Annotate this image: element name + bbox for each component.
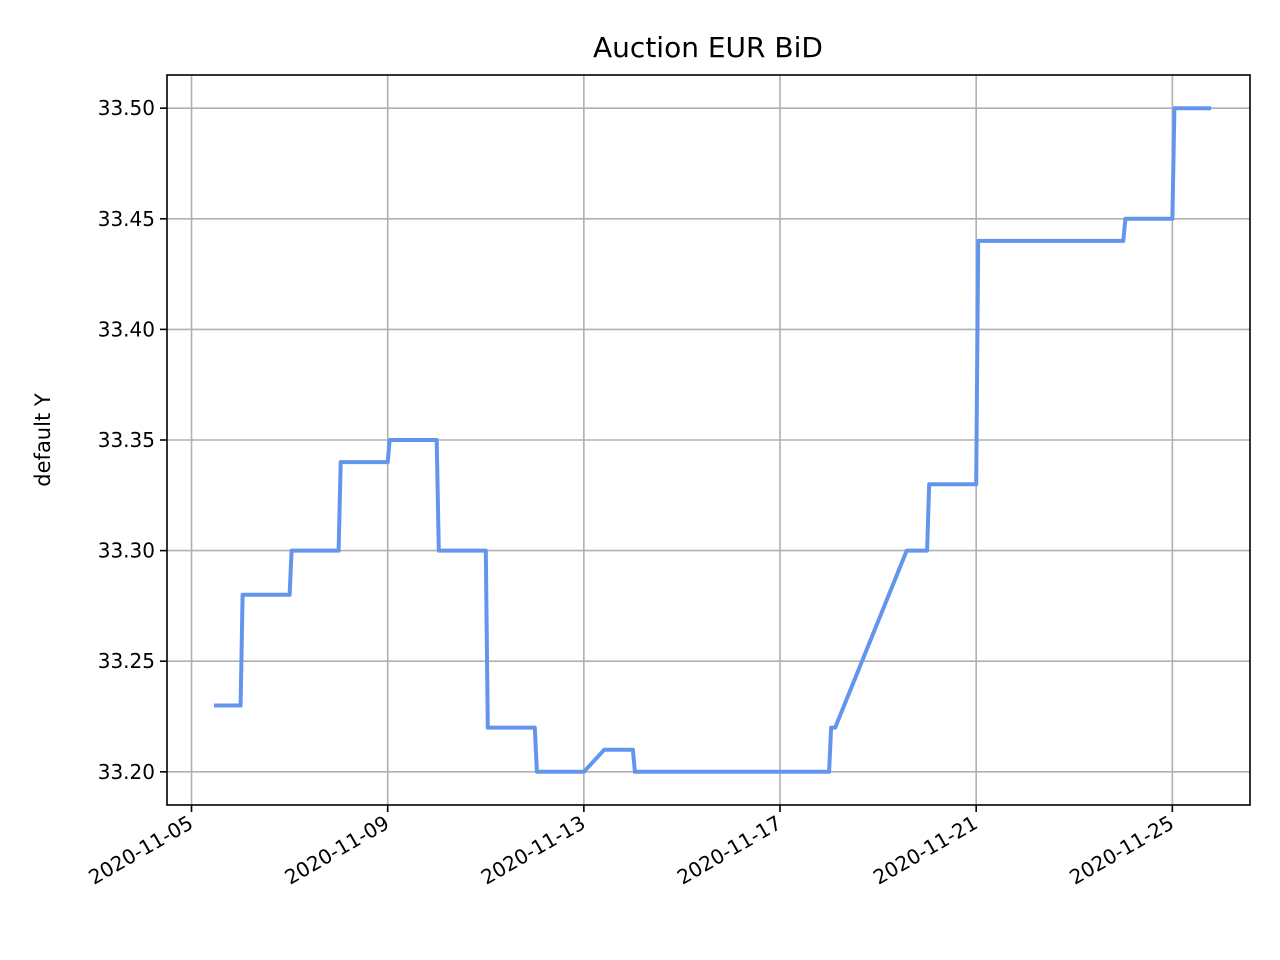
y-tick-label: 33.40 bbox=[98, 317, 155, 341]
chart-title: Auction EUR BiD bbox=[593, 31, 823, 64]
y-tick-label: 33.45 bbox=[98, 207, 155, 231]
y-tick-label: 33.35 bbox=[98, 428, 155, 452]
y-tick-label: 33.30 bbox=[98, 539, 155, 563]
y-tick-label: 33.50 bbox=[98, 96, 155, 120]
grid bbox=[167, 75, 1250, 805]
series-layer bbox=[214, 106, 1212, 774]
y-tick-label: 33.25 bbox=[98, 649, 155, 673]
y-tick-label: 33.20 bbox=[98, 760, 155, 784]
y-axis-label: default Y bbox=[31, 393, 55, 487]
series-line bbox=[214, 106, 1212, 774]
